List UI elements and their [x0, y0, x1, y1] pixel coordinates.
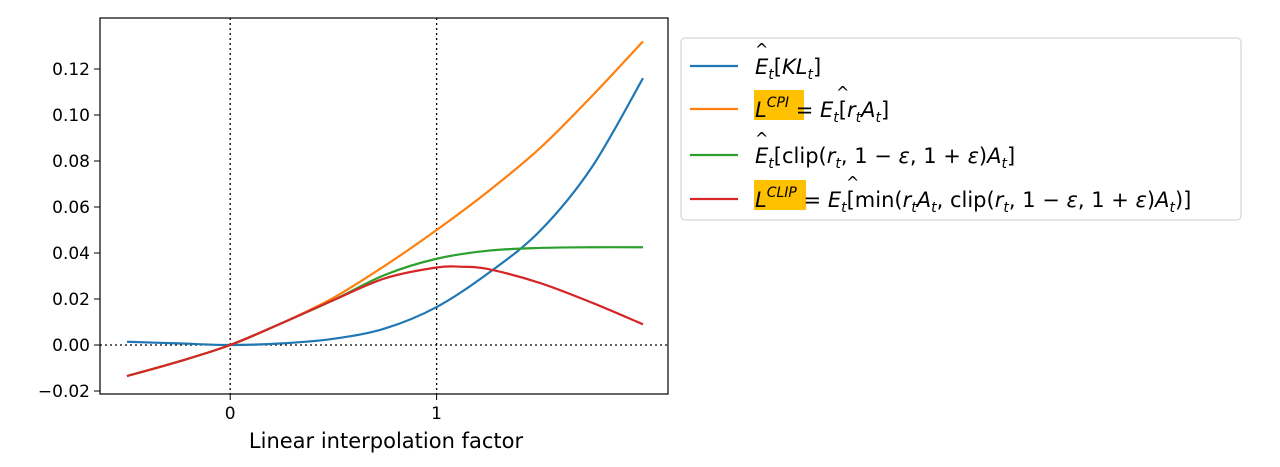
highlight-clip — [754, 180, 806, 210]
legend-label-clip: Et[clip(rt, 1 − ε, 1 + ε)At] — [755, 144, 1015, 172]
legend-label-lclip: LCLIP = Et[min(rtAt, clip(rt, 1 − ε, 1 +… — [755, 185, 1191, 216]
x-tick-label: 0 — [225, 404, 236, 424]
y-tick-label: −0.02 — [38, 382, 90, 402]
hat-glyph: ^ — [836, 83, 849, 102]
axes-frame — [99, 17, 669, 395]
y-tick-label: 0.02 — [52, 290, 90, 310]
highlight-cpi — [754, 90, 804, 120]
y-tick-label: 0.10 — [52, 106, 90, 126]
y-tick-label: 0.04 — [52, 244, 90, 264]
y-tick-label: 0.08 — [52, 152, 90, 172]
legend: Et[KLt] ^ LCPI = Et[rtAt] ^ Et[clip(rt, … — [680, 37, 1242, 221]
hat-glyph: ^ — [755, 129, 768, 148]
series-lines — [126, 40, 644, 378]
y-axis-ticks: −0.02 0.00 0.02 0.04 0.06 0.08 0.10 0.12 — [38, 60, 100, 402]
y-tick-label: 0.12 — [52, 60, 90, 80]
legend-label-kl: Et[KLt] — [755, 55, 821, 83]
y-tick-label: 0.00 — [52, 336, 90, 356]
legend-frame — [680, 37, 1242, 221]
y-tick-label: 0.06 — [52, 198, 90, 218]
hat-glyph: ^ — [846, 173, 859, 192]
series-lclip-line — [126, 265, 644, 378]
series-kl-line — [126, 77, 644, 347]
x-axis-label: Linear interpolation factor — [249, 429, 524, 453]
hat-glyph: ^ — [755, 40, 768, 59]
legend-label-cpi: LCPI = Et[rtAt] — [755, 95, 889, 126]
x-tick-label: 1 — [431, 404, 442, 424]
